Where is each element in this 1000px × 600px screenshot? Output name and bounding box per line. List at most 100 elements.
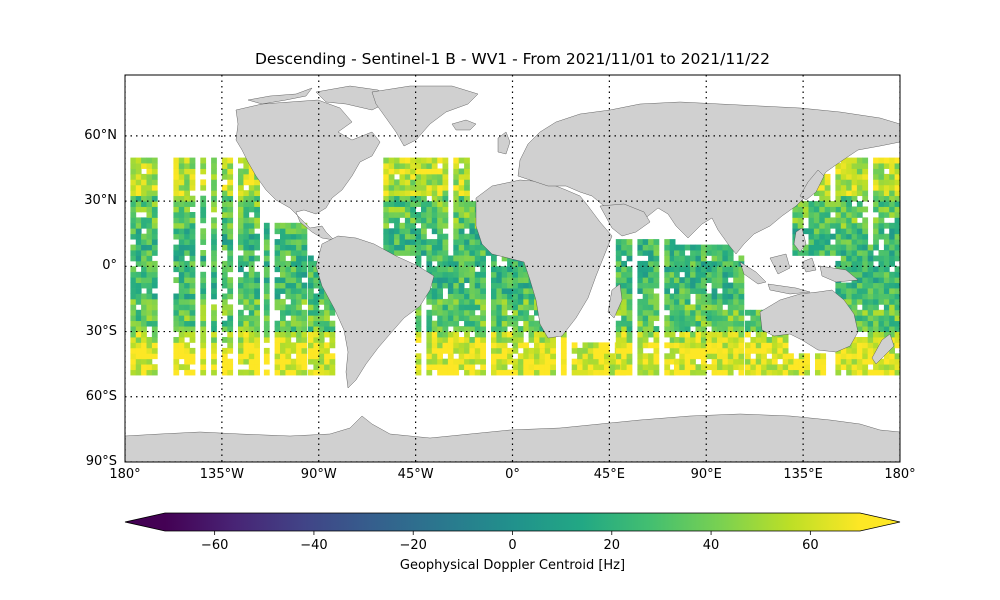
data-cell	[878, 293, 885, 300]
data-cell	[248, 217, 255, 224]
data-cell	[453, 304, 460, 311]
data-cell	[653, 260, 660, 267]
data-cell	[464, 244, 470, 251]
data-cell	[383, 233, 390, 240]
data-cell	[200, 260, 207, 267]
data-cell	[141, 298, 147, 305]
data-cell	[458, 271, 465, 278]
data-cell	[873, 173, 879, 180]
data-cell	[453, 222, 460, 229]
data-cell	[642, 293, 649, 300]
data-cell	[604, 347, 610, 354]
data-cell	[851, 184, 858, 191]
data-cell	[648, 298, 654, 305]
data-cell	[313, 331, 320, 338]
data-cell	[480, 266, 486, 273]
data-cell	[227, 168, 234, 175]
data-cell	[808, 222, 815, 229]
data-cell	[274, 288, 281, 294]
data-cell	[173, 320, 180, 327]
data-cell	[431, 173, 438, 180]
data-cell	[410, 212, 416, 218]
data-cell	[227, 255, 234, 262]
data-cell	[517, 277, 524, 284]
data-cell	[290, 293, 297, 300]
data-cell	[788, 364, 794, 371]
data-cell	[146, 315, 153, 322]
land-australia	[759, 289, 859, 353]
data-cell	[130, 228, 137, 235]
data-cell	[501, 266, 508, 273]
data-cell	[442, 277, 449, 284]
data-cell	[404, 212, 411, 218]
data-cell	[745, 342, 751, 349]
data-cell	[824, 239, 831, 245]
data-cell	[830, 244, 836, 251]
data-cell	[437, 201, 443, 207]
data-cell	[221, 309, 228, 316]
data-cell	[238, 222, 244, 229]
data-cell	[856, 282, 863, 289]
data-cell	[151, 347, 158, 354]
data-cell	[189, 369, 196, 376]
data-cell	[840, 358, 847, 365]
data-cell	[480, 369, 486, 376]
data-cell	[141, 315, 147, 322]
data-cell	[496, 293, 503, 300]
data-cell	[846, 239, 852, 245]
data-cell	[324, 358, 330, 365]
data-cell	[200, 239, 207, 245]
data-cell	[797, 201, 804, 207]
data-cell	[856, 163, 863, 169]
data-cell	[263, 337, 270, 343]
data-cell	[750, 320, 757, 327]
data-cell	[840, 255, 847, 262]
data-cell	[648, 277, 654, 284]
data-cell	[221, 364, 228, 371]
data-cell	[437, 233, 443, 240]
data-cell	[889, 304, 895, 311]
data-cell	[200, 353, 207, 360]
data-cell	[254, 244, 260, 251]
data-cell	[469, 298, 476, 305]
data-cell	[664, 369, 671, 376]
data-cell	[544, 342, 551, 349]
data-cell	[648, 250, 654, 256]
data-cell	[290, 298, 297, 305]
data-cell	[621, 369, 627, 376]
data-cell	[404, 173, 411, 180]
data-cell	[469, 315, 476, 322]
data-cell	[669, 337, 676, 343]
data-cell	[637, 282, 644, 289]
data-cell	[474, 298, 481, 305]
data-cell	[437, 195, 443, 202]
data-cell	[883, 353, 890, 360]
data-cell	[512, 331, 519, 338]
data-cell	[840, 173, 847, 180]
data-cell	[840, 353, 847, 360]
data-cell	[766, 358, 773, 365]
data-cell	[878, 179, 885, 186]
data-cell	[512, 364, 519, 371]
data-cell	[135, 288, 142, 294]
data-cell	[894, 331, 900, 338]
data-cell	[792, 228, 799, 235]
data-cell	[464, 326, 470, 332]
data-cell	[313, 342, 320, 349]
data-cell	[211, 222, 217, 229]
data-cell	[501, 271, 508, 278]
data-cell	[883, 244, 890, 251]
data-cell	[178, 239, 185, 245]
data-cell	[517, 326, 524, 332]
data-cell	[184, 179, 190, 186]
data-cell	[873, 195, 879, 202]
data-cell	[621, 288, 627, 294]
data-cell	[690, 358, 696, 365]
data-cell	[221, 168, 228, 175]
data-cell	[684, 282, 691, 289]
data-cell	[410, 201, 416, 207]
data-cell	[211, 168, 217, 175]
data-cell	[700, 342, 707, 349]
data-cell	[637, 244, 644, 251]
data-cell	[609, 353, 616, 360]
